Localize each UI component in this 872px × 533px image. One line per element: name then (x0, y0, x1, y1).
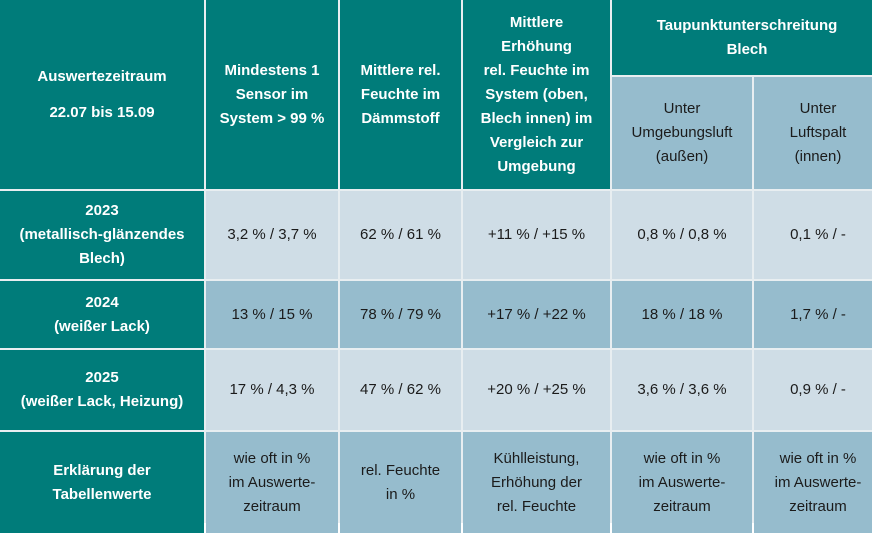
cell: 62 % / 61 % (340, 191, 461, 279)
cell: 3,6 % / 3,6 % (612, 350, 752, 430)
header-sensor: Mindestens 1 Sensor im System > 99 % (206, 0, 338, 189)
header-period: Auswertezeitraum 22.07 bis 15.09 (0, 0, 204, 189)
row-label-2023: 2023 (metallisch-glänzendes Blech) (0, 191, 204, 279)
cell: 18 % / 18 % (612, 281, 752, 348)
header-ambient: Unter Umgebungsluft (außen) (612, 77, 752, 189)
cell: wie oft in % im Auswerte- zeitraum (206, 432, 338, 533)
cell: +17 % / +22 % (463, 281, 610, 348)
cell: 1,7 % / - (754, 281, 872, 348)
cell: +11 % / +15 % (463, 191, 610, 279)
cell: rel. Feuchte in % (340, 432, 461, 533)
cell: 47 % / 62 % (340, 350, 461, 430)
cell: 3,2 % / 3,7 % (206, 191, 338, 279)
row-label-2024: 2024 (weißer Lack) (0, 281, 204, 348)
header-airgap: Unter Luftspalt (innen) (754, 77, 872, 189)
header-humidity: Mittlere rel. Feuchte im Dämmstoff (340, 0, 461, 189)
row-label-2025: 2025 (weißer Lack, Heizung) (0, 350, 204, 430)
cell: 17 % / 4,3 % (206, 350, 338, 430)
period-label: Auswertezeitraum (37, 67, 167, 85)
header-dewpoint-group: Taupunktunterschreitung Blech (612, 0, 872, 75)
cell: wie oft in % im Auswerte- zeitraum (754, 432, 872, 533)
period-value: 22.07 bis 15.09 (49, 103, 155, 121)
cell: +20 % / +25 % (463, 350, 610, 430)
row-label-explanation: Erklärung der Tabellenwerte (0, 432, 204, 533)
cell: 13 % / 15 % (206, 281, 338, 348)
cell: wie oft in % im Auswerte- zeitraum (612, 432, 752, 533)
cell: 0,9 % / - (754, 350, 872, 430)
cell: 0,1 % / - (754, 191, 872, 279)
cell: Kühlleistung, Erhöhung der rel. Feuchte (463, 432, 610, 533)
cell: 78 % / 79 % (340, 281, 461, 348)
cell: 0,8 % / 0,8 % (612, 191, 752, 279)
header-increase: Mittlere Erhöhung rel. Feuchte im System… (463, 0, 610, 189)
